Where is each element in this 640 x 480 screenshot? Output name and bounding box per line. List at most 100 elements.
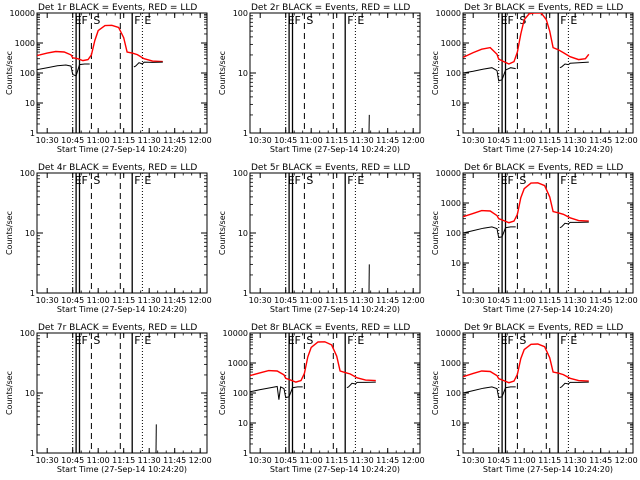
event-marker-label: F	[82, 14, 88, 27]
event-marker-label: F	[295, 14, 301, 27]
chart-panel: Det 8r BLACK = Events, RED = LLD 1 10 100 10…	[218, 323, 425, 474]
x-tick-label: 11:15	[112, 456, 135, 465]
x-tick-label: 11:15	[325, 456, 348, 465]
y-tick-label: 1000	[441, 199, 461, 208]
y-tick-label: 1000	[441, 359, 461, 368]
plot-frame	[462, 12, 634, 134]
y-tick-label: 1	[243, 449, 248, 458]
event-marker-label: E	[144, 334, 151, 347]
x-tick-label: 11:45	[163, 456, 186, 465]
x-tick-label: 11:15	[112, 136, 135, 145]
event-marker-label: E	[501, 174, 508, 187]
event-marker-label: E	[288, 334, 295, 347]
x-tick-label: 12:00	[189, 136, 212, 145]
lld-series-line	[463, 13, 590, 65]
event-marker-label: F	[560, 14, 566, 27]
x-tick-label: 12:00	[615, 136, 638, 145]
y-tick-label: 1	[456, 449, 461, 458]
y-tick-label: 10000	[10, 9, 35, 18]
event-marker-label: E	[570, 14, 577, 27]
events-series-line	[559, 381, 589, 389]
x-tick-label: 10:30	[249, 136, 272, 145]
event-marker-label: F	[295, 174, 301, 187]
x-tick-label: 10:45	[61, 136, 84, 145]
y-axis-label: Counts/sec	[431, 371, 440, 415]
event-marker-label: F	[295, 334, 301, 347]
events-series-line	[463, 386, 516, 399]
event-marker-label: S	[306, 14, 313, 27]
y-tick-label: 10000	[436, 9, 461, 18]
x-tick-label: 11:15	[538, 456, 561, 465]
x-tick-label: 11:00	[87, 456, 110, 465]
chart-panel: Det 3r BLACK = Events, RED = LLD 1 10 100 10…	[431, 3, 638, 154]
x-tick-label: 11:00	[513, 456, 536, 465]
x-tick-label: 11:00	[300, 296, 323, 305]
y-axis-label: Counts/sec	[431, 51, 440, 95]
event-marker-label: E	[501, 334, 508, 347]
event-marker-label: F	[560, 334, 566, 347]
event-marker-label: E	[144, 14, 151, 27]
y-tick-label: 100	[446, 229, 461, 238]
x-axis-label: Start Time (27-Sep-14 10:24:20)	[483, 465, 613, 474]
y-tick-label: 10	[238, 419, 248, 428]
x-axis-label: Start Time (27-Sep-14 10:24:20)	[483, 145, 613, 154]
y-axis-label: Counts/sec	[218, 211, 227, 255]
chart-panel: Det 5r BLACK = Events, RED = LLD 1 10 100 10…	[218, 163, 425, 314]
events-series-line	[346, 381, 376, 389]
event-marker-label: F	[82, 334, 88, 347]
chart-panel: Det 7r BLACK = Events, RED = LLD 1 10 100 10…	[5, 323, 212, 474]
event-marker-label: F	[347, 174, 353, 187]
x-tick-label: 10:30	[462, 136, 485, 145]
x-tick-label: 11:30	[138, 456, 161, 465]
events-series-line	[37, 63, 90, 77]
event-marker-label: S	[306, 174, 313, 187]
y-tick-label: 1000	[15, 39, 35, 48]
x-tick-label: 11:00	[300, 456, 323, 465]
y-axis-label: Counts/sec	[5, 211, 14, 255]
event-marker-label: F	[134, 334, 140, 347]
x-tick-label: 10:45	[61, 456, 84, 465]
x-tick-label: 11:15	[538, 136, 561, 145]
y-tick-label: 10	[25, 389, 35, 398]
event-marker-label: E	[144, 174, 151, 187]
lld-series-line	[250, 341, 376, 383]
panel-title: Det 2r BLACK = Events, RED = LLD	[251, 3, 410, 13]
y-axis-label: Counts/sec	[431, 211, 440, 255]
y-tick-label: 100	[20, 329, 35, 338]
event-marker-label: E	[357, 14, 364, 27]
plot-frame	[36, 12, 208, 134]
x-tick-label: 11:45	[376, 456, 399, 465]
event-marker-label: F	[134, 174, 140, 187]
events-series-line	[463, 226, 516, 239]
x-tick-label: 12:00	[615, 296, 638, 305]
event-marker-label: S	[93, 174, 100, 187]
plot-frame	[462, 172, 634, 294]
x-tick-label: 11:45	[589, 296, 612, 305]
x-tick-label: 11:00	[513, 296, 536, 305]
event-marker-label: F	[508, 14, 514, 27]
x-tick-label: 12:00	[402, 296, 425, 305]
x-tick-label: 11:45	[376, 136, 399, 145]
x-tick-label: 12:00	[402, 136, 425, 145]
event-marker-label: E	[570, 334, 577, 347]
event-marker-label: F	[508, 174, 514, 187]
x-tick-label: 11:45	[163, 296, 186, 305]
y-tick-label: 10	[451, 419, 461, 428]
panel-title: Det 1r BLACK = Events, RED = LLD	[38, 3, 197, 13]
y-tick-label: 10000	[223, 329, 248, 338]
event-marker-label: S	[93, 14, 100, 27]
y-tick-label: 10	[451, 259, 461, 268]
x-tick-label: 10:45	[61, 296, 84, 305]
x-tick-label: 10:45	[274, 456, 297, 465]
y-tick-label: 100	[20, 169, 35, 178]
x-tick-label: 10:45	[487, 136, 510, 145]
y-axis-label: Counts/sec	[218, 371, 227, 415]
x-tick-label: 11:45	[589, 456, 612, 465]
y-tick-label: 1000	[441, 39, 461, 48]
event-marker-label: E	[75, 14, 82, 27]
x-tick-label: 12:00	[189, 456, 212, 465]
y-tick-label: 10	[238, 69, 248, 78]
events-series-line	[133, 61, 163, 68]
y-axis-label: Counts/sec	[5, 51, 14, 95]
event-marker-label: E	[570, 174, 577, 187]
